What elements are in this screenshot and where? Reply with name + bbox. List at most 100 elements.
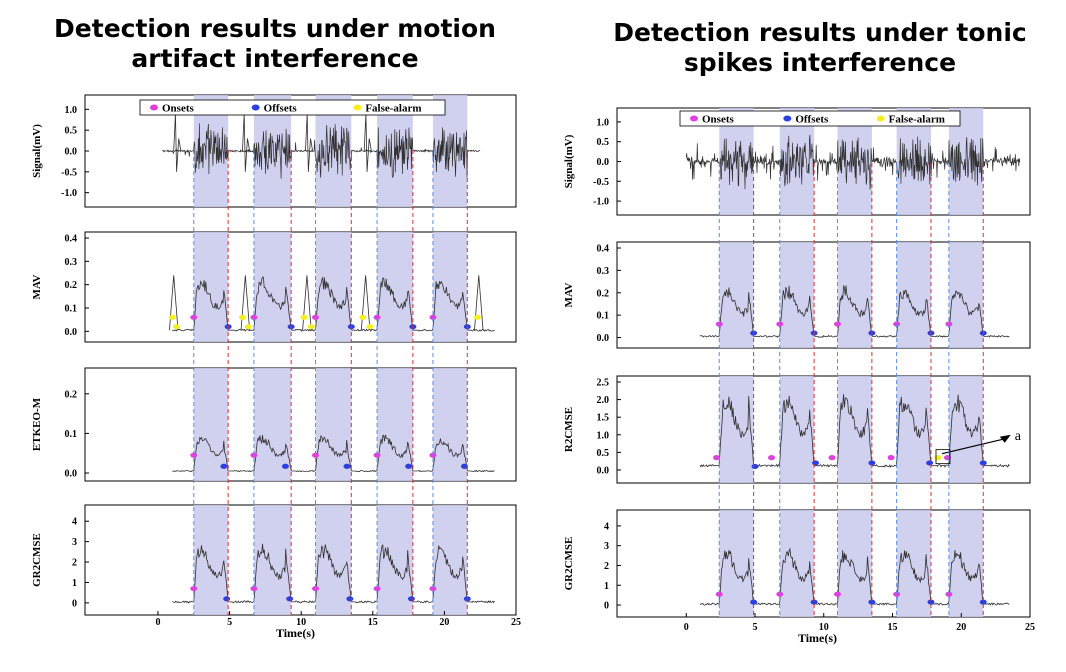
offset-marker (460, 463, 468, 469)
y-tick-label: -0.5 (61, 167, 77, 178)
y-tick-label: 0.1 (65, 429, 78, 440)
y-tick-label: 0.2 (597, 288, 610, 299)
false-alarm-marker (934, 455, 942, 461)
x-axis-label: Time(s) (276, 626, 315, 640)
y-axis-label: Signal(mV) (31, 124, 43, 178)
panel-frame (84, 367, 517, 482)
x-tick-label: 25 (511, 617, 521, 628)
panel-gr2cmse: 4 3 2 1 0 GR2CMSE (31, 504, 517, 616)
artifact-peak (169, 275, 179, 331)
feature-trace (699, 394, 1010, 468)
artifact-peak (360, 275, 371, 331)
onset-marker (312, 314, 319, 320)
onset-marker (250, 314, 258, 320)
active-band (896, 376, 931, 483)
annotation-arrowhead (999, 434, 1011, 443)
false-alarm-marker (238, 314, 246, 320)
onset-marker (190, 585, 198, 592)
active-band (719, 242, 754, 348)
onset-marker (250, 452, 258, 458)
x-tick-label: 20 (439, 617, 449, 628)
y-tick-label: 0.0 (597, 333, 610, 344)
legend-box (679, 110, 961, 127)
active-band (377, 368, 413, 481)
feature-trace (172, 434, 495, 473)
onset-marker (713, 455, 720, 461)
onset-marker (893, 591, 901, 597)
false-alarm-marker (244, 324, 252, 330)
active-band (377, 232, 413, 342)
annotation-arrow (941, 438, 1005, 455)
false-alarm-marker (168, 314, 176, 320)
offset-marker (927, 599, 935, 605)
y-tick-label: 0.0 (65, 147, 78, 158)
onset-marker (373, 585, 381, 592)
y-tick-label: 1 (72, 578, 77, 589)
x-tick-label: 15 (368, 617, 378, 628)
feature-trace (699, 284, 1010, 338)
onset-marker (429, 314, 437, 320)
active-band (779, 510, 815, 617)
chart-title-left: Detection results under motion artifact … (54, 14, 496, 73)
x-tick-label: 20 (956, 622, 966, 633)
onset-marker (250, 585, 258, 592)
y-tick-label: -1.0 (593, 197, 609, 208)
panel-frame (616, 375, 1031, 484)
y-tick-label: -0.5 (593, 177, 609, 188)
active-band (779, 376, 815, 483)
y-tick-label: -1.0 (61, 188, 77, 199)
legend-onsets-swatch (150, 104, 158, 111)
legend-offsets-label: Offsets (795, 114, 829, 126)
y-tick-label: 0.2 (65, 389, 78, 400)
legend-onsets-label: Onsets (702, 114, 735, 126)
x-tick-label: 0 (684, 622, 689, 633)
active-band (432, 368, 468, 481)
y-tick-label: 3 (72, 537, 77, 548)
active-band (432, 505, 468, 615)
active-band (377, 505, 413, 615)
offset-marker (223, 596, 231, 602)
y-axis-label: GR2CMSE (563, 537, 575, 591)
onset-marker (945, 591, 953, 597)
legend-false-alarm-label: False-alarm (365, 103, 421, 115)
false-alarm-marker (173, 324, 181, 330)
y-tick-label: 2 (604, 561, 609, 572)
offset-marker (926, 460, 934, 466)
panel-frame (616, 241, 1031, 349)
y-axis-label: R2CMSE (563, 407, 575, 452)
active-band (837, 510, 872, 617)
legend-onsets-label: Onsets (162, 103, 195, 115)
onset-marker (373, 452, 381, 458)
y-tick-label: 2 (72, 558, 77, 569)
offset-marker (407, 596, 415, 602)
x-tick-label: 0 (155, 617, 160, 628)
y-tick-label: 1.0 (65, 105, 78, 116)
y-tick-label: 0.0 (597, 157, 610, 168)
y-tick-label: 2.5 (597, 378, 610, 389)
y-tick-label: 0.1 (597, 311, 610, 322)
onset-marker (887, 455, 895, 461)
legend-false-alarm-swatch (353, 104, 362, 111)
offset-marker (979, 460, 987, 466)
panel-r2cmse: 2.5 2.0 1.5 1.0 0.5 0.0 R2CMSE a (563, 375, 1031, 484)
y-tick-label: 0.0 (597, 465, 610, 476)
panel-frame (84, 504, 517, 616)
onset-marker (312, 452, 319, 458)
legend: Onsets Offsets False-alarm (679, 110, 961, 127)
artifact-spike (363, 113, 372, 172)
annotation-label: a (1015, 429, 1022, 444)
y-tick-label: 0.4 (65, 234, 78, 245)
panel-signal-mv-: 1.0 0.5 0.0 -0.5 -1.0 Signal(mV) Onsets Offsets… (31, 94, 517, 208)
active-band (896, 242, 931, 348)
y-tick-label: 0.4 (597, 244, 610, 255)
legend-box (139, 99, 446, 116)
active-band (948, 376, 984, 483)
y-axis-label: GR2CMSE (31, 533, 43, 587)
chart-motion-artifact: 1.0 0.5 0.0 -0.5 -1.0 Signal(mV) Onsets Offsets… (31, 94, 521, 640)
onset-marker (429, 452, 437, 458)
active-band (253, 232, 292, 342)
onset-marker (776, 591, 784, 597)
legend-offsets-swatch (783, 115, 792, 122)
y-tick-label: 0 (604, 601, 609, 612)
